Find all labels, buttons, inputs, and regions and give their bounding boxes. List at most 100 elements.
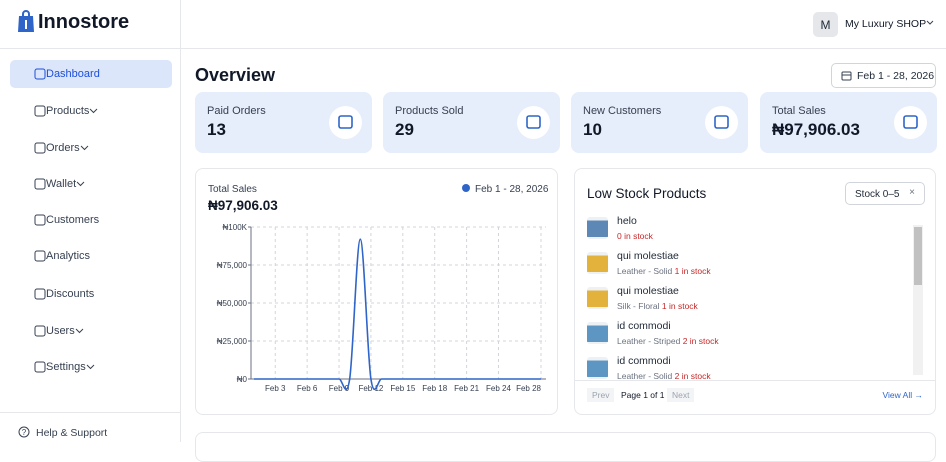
product-thumb [587, 322, 608, 344]
help-link[interactable]: Help & Support [36, 427, 108, 439]
icon-shape [714, 115, 729, 129]
shop-name[interactable]: My Luxury SHOP [845, 18, 927, 30]
nav-label: Orders [46, 142, 80, 154]
y-tick-label: ₦50,000 [217, 299, 248, 308]
nav-label: Analytics [46, 250, 91, 262]
product-detail: Leather - Solid 2 in stock [617, 371, 711, 379]
chevron-shape [80, 145, 88, 151]
stat-value: 10 [583, 120, 602, 139]
icon-shape [34, 142, 46, 154]
nav-icon [34, 178, 46, 190]
stat-icon [329, 106, 362, 139]
x-tick-label: Feb 6 [297, 384, 318, 393]
product-name: id commodi [617, 355, 671, 367]
divider [0, 412, 181, 413]
sales-card: Total Sales ₦97,906.03 Feb 1 - 28, 2026 ₦0 ₦… [195, 168, 558, 415]
nav-label: Settings [46, 361, 86, 373]
stock-item[interactable]: id commodi Leather - Striped 2 in stock [587, 320, 907, 350]
chart-subtitle: ₦97,906.03 [208, 198, 278, 213]
stat-value: 13 [207, 120, 226, 139]
view-all-link[interactable]: View All → [882, 390, 923, 400]
stock-item[interactable]: helo 0 in stock [587, 215, 907, 245]
product-name: qui molestiae [617, 250, 679, 262]
stat-label: Products Sold [395, 105, 464, 117]
product-thumb [587, 252, 608, 274]
y-tick-label: ₦75,000 [217, 261, 248, 270]
nav-item[interactable]: Discounts [10, 280, 172, 308]
nav-item[interactable]: Orders [10, 134, 172, 162]
y-tick-label: ₦100K [223, 223, 248, 232]
chevron [76, 181, 85, 187]
stock-item[interactable]: qui molestiae Silk - Floral 1 in stock [587, 285, 907, 315]
icon [338, 115, 353, 129]
legend-swatch [462, 184, 470, 192]
nav-icon [34, 325, 46, 337]
nav-item[interactable]: Products [10, 97, 172, 125]
avatar[interactable]: M [813, 12, 838, 37]
chevron-shape [76, 181, 85, 187]
chevron [86, 364, 95, 370]
product-thumb [587, 357, 608, 379]
filter-label: Stock 0–5 [855, 189, 900, 200]
icon-shape [34, 288, 46, 300]
chevron-shape [75, 328, 84, 334]
icon-shape [34, 361, 46, 373]
card-title: Low Stock Products [587, 186, 707, 201]
date-picker[interactable]: Feb 1 - 28, 2026 [831, 63, 936, 88]
icon-shape [34, 325, 46, 337]
x-tick-label: Feb 21 [454, 384, 479, 393]
nav-item[interactable]: Dashboard [10, 60, 172, 88]
icon-shape [34, 105, 46, 117]
stat-label: Total Sales [772, 105, 826, 117]
stat-icon [894, 106, 927, 139]
nav-label: Customers [46, 214, 100, 226]
stock-item[interactable]: id commodi Leather - Solid 2 in stock [587, 355, 907, 379]
icon [903, 115, 918, 129]
icon-shape [526, 115, 541, 129]
chart-title: Total Sales [208, 184, 257, 195]
x-tick-label: Feb 12 [358, 384, 383, 393]
page-info: Page 1 of 1 [621, 390, 665, 400]
date-range: Feb 1 - 28, 2026 [857, 70, 935, 82]
nav-label: Wallet [46, 178, 77, 190]
product-detail: Silk - Floral 1 in stock [617, 301, 698, 311]
chevron [75, 328, 84, 334]
product-thumb [587, 217, 608, 239]
sidebar: Innostore Dashboard Products Orders Wallet C… [0, 0, 181, 442]
divider [0, 48, 181, 49]
stock-count: 2 in stock [674, 371, 711, 379]
icon-shape [34, 214, 46, 226]
nav-icon [34, 105, 46, 117]
product-thumb [587, 287, 608, 309]
nav-item[interactable]: Analytics [10, 242, 172, 270]
prev-button[interactable]: Prev [587, 388, 615, 402]
stock-count: 0 in stock [617, 231, 653, 241]
icon-shape [34, 250, 46, 262]
x-tick-label: Feb 18 [422, 384, 447, 393]
divider [575, 380, 935, 381]
nav-icon [34, 361, 46, 373]
stock-filter[interactable]: Stock 0–5 × [845, 182, 925, 205]
chevron [80, 145, 88, 151]
variant: Silk - Floral [617, 301, 660, 311]
nav-icon [34, 288, 46, 300]
nav-icon [34, 68, 46, 80]
nav-item[interactable]: Settings [10, 353, 172, 381]
stock-item[interactable]: qui molestiae Leather - Solid 1 in stock [587, 250, 907, 280]
chevron-shape [86, 364, 95, 370]
sales-chart: Total Sales ₦97,906.03 Feb 1 - 28, 2026 ₦0 ₦… [208, 184, 549, 393]
low-stock-card: Low Stock Products Stock 0–5 × helo 0 in s… [574, 168, 936, 415]
next-button[interactable]: Next [667, 388, 695, 402]
product-detail: Leather - Solid 1 in stock [617, 266, 711, 276]
icon-shape [338, 115, 353, 129]
stat-card: Products Sold 29 [383, 92, 560, 153]
chevron [926, 20, 934, 25]
nav-item[interactable]: Wallet [10, 170, 172, 198]
stat-icon [517, 106, 550, 139]
icon [526, 115, 541, 129]
nav-item[interactable]: Users [10, 317, 172, 345]
nav-item[interactable]: Customers [10, 206, 172, 234]
stat-value: ₦97,906.03 [772, 120, 860, 139]
variant: Leather - Solid [617, 266, 673, 276]
